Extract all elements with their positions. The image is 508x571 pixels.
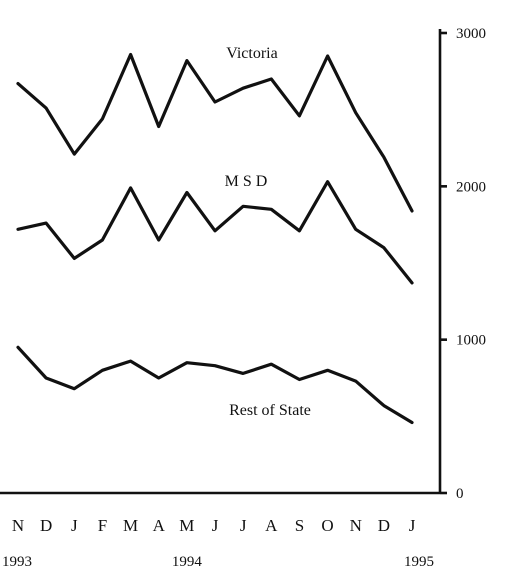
series-label-victoria: Victoria	[226, 45, 277, 62]
series-line-rest-of-state	[16, 345, 414, 425]
year-label-1993: 1993	[2, 554, 32, 570]
x-tick-label-4: M	[123, 516, 138, 535]
x-tick-label-14: J	[409, 516, 416, 535]
x-tick-label-2: J	[71, 516, 78, 535]
x-tick-label-12: N	[350, 516, 362, 535]
x-tick-label-7: J	[212, 516, 219, 535]
series-label-rest-of-state: Rest of State	[229, 402, 311, 419]
year-label-1995: 1995	[404, 554, 434, 570]
x-tick-label-5: A	[153, 516, 166, 535]
x-tick-label-1: D	[40, 516, 52, 535]
series-line-m-s-d	[16, 180, 414, 285]
x-tick-label-0: N	[12, 516, 24, 535]
series-lines	[16, 52, 414, 425]
year-label-1994: 1994	[172, 554, 203, 570]
axes	[0, 29, 447, 495]
x-tick-label-8: J	[240, 516, 247, 535]
x-tick-label-6: M	[179, 516, 194, 535]
series-label-m-s-d: M S D	[225, 173, 268, 190]
x-tick-label-9: A	[265, 516, 278, 535]
y-tick-label-0: 0	[456, 486, 464, 502]
y-tick-label-3000: 3000	[456, 26, 486, 42]
y-tick-label-2000: 2000	[456, 179, 486, 195]
x-tick-label-11: O	[321, 516, 333, 535]
labels: Victoria M S D Rest of State 0 1000 2000 3000 N…	[2, 26, 486, 570]
x-tick-label-13: D	[378, 516, 390, 535]
series-line-victoria	[16, 52, 414, 213]
x-tick-label-10: S	[295, 516, 304, 535]
y-tick-label-1000: 1000	[456, 333, 486, 349]
x-tick-label-3: F	[98, 516, 107, 535]
